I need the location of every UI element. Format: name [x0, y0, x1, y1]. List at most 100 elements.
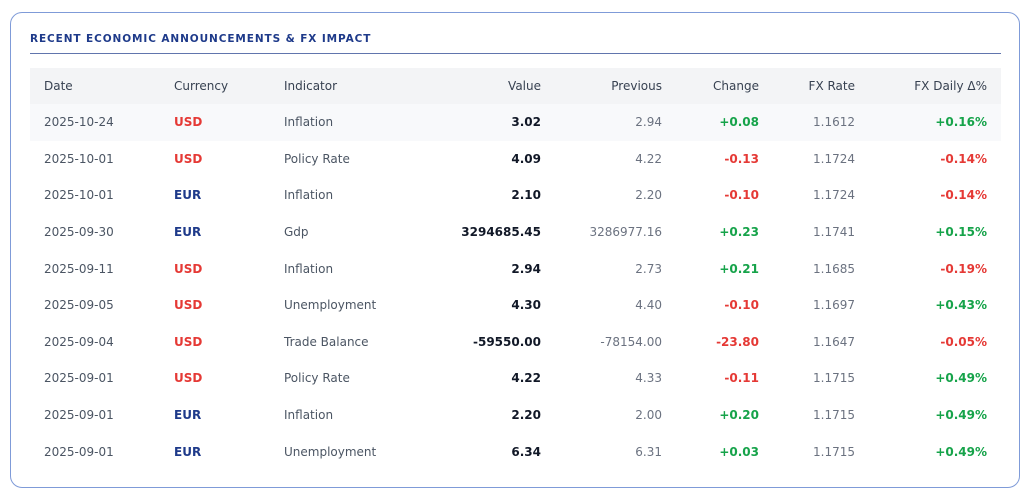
table-cell: Inflation: [284, 408, 334, 423]
table-cell: 1.1697: [813, 298, 855, 313]
table-cell: Gdp: [284, 225, 309, 240]
table-cell: 2025-09-04: [44, 334, 114, 349]
table-cell: EUR: [174, 408, 202, 423]
table-cell: 1.1612: [773, 104, 869, 141]
table-cell: +0.20: [719, 408, 759, 423]
table-cell: 2025-09-11: [44, 261, 114, 276]
table-cell: 1.1715: [813, 444, 855, 459]
table-cell: 4.09: [511, 151, 541, 166]
table-cell: 1.1741: [813, 225, 855, 240]
table-cell: 2025-09-05: [44, 298, 114, 313]
table-cell: EUR: [174, 444, 202, 459]
table-cell: 2.94: [511, 261, 541, 276]
table-cell: 1.1715: [813, 371, 855, 386]
table-cell: 6.34: [511, 444, 541, 459]
table-cell: Policy Rate: [284, 151, 350, 166]
announcements-table: Date Currency Indicator Value Previous Change…: [30, 68, 1001, 470]
table-cell: -0.13: [724, 151, 759, 166]
table-cell: 2025-09-01: [44, 371, 114, 386]
table-cell: Inflation: [284, 261, 334, 276]
title-rule: [30, 53, 1001, 54]
table-cell: 2025-10-24: [30, 104, 160, 141]
table-cell: +0.03: [719, 444, 759, 459]
table-cell: Policy Rate: [284, 371, 350, 386]
table-cell: 2.10: [511, 188, 541, 203]
table-row: 2025-09-30 EUR Gdp 3294685.45 3286977.16 +0.2…: [30, 214, 1001, 251]
column-header: Indicator: [270, 68, 400, 104]
panel-title: RECENT ECONOMIC ANNOUNCEMENTS & FX IMPAC…: [30, 33, 372, 45]
header-row: Date Currency Indicator Value Previous Change…: [30, 68, 1001, 104]
table-cell: -0.14%: [940, 151, 987, 166]
table-cell: 2.73: [635, 261, 662, 276]
table-cell: -0.14%: [940, 188, 987, 203]
table-cell: EUR: [174, 225, 202, 240]
table-cell: Inflation: [284, 188, 334, 203]
table-cell: -59550.00: [473, 334, 541, 349]
table-cell: 2025-10-01: [44, 151, 114, 166]
table-cell: 1.1724: [813, 151, 855, 166]
table-row: 2025-09-01 EUR Inflation 2.20 2.00 +0.20 1.171…: [30, 397, 1001, 434]
table-cell: 4.30: [511, 298, 541, 313]
table-cell: 4.22: [511, 371, 541, 386]
table-cell: 3294685.45: [461, 225, 541, 240]
table-row: 2025-10-01 USD Policy Rate 4.09 4.22 -0.13 1.1…: [30, 141, 1001, 178]
table-cell: USD: [160, 104, 270, 141]
table-cell: 4.33: [635, 371, 662, 386]
table-cell: Trade Balance: [284, 334, 369, 349]
table-cell: +0.49%: [935, 444, 987, 459]
table-cell: +0.21: [719, 261, 759, 276]
table-cell: USD: [174, 298, 203, 313]
table-cell: 3.02: [400, 104, 555, 141]
table-cell: 3286977.16: [589, 225, 662, 240]
table-cell: +0.49%: [935, 371, 987, 386]
table-row: 2025-09-04 USD Trade Balance -59550.00 -7815…: [30, 324, 1001, 361]
table-cell: +0.43%: [935, 298, 987, 313]
table-cell: USD: [174, 371, 203, 386]
table-cell: 1.1685: [813, 261, 855, 276]
table-cell: -23.80: [716, 334, 759, 349]
column-header: FX Daily Δ%: [869, 68, 1001, 104]
table-row: 2025-09-01 EUR Unemployment 6.34 6.31 +0.03 1.…: [30, 433, 1001, 470]
table-cell: EUR: [174, 188, 202, 203]
table-row: 2025-10-24 USD Inflation 3.02 2.94 +0.08 1.161…: [30, 104, 1001, 141]
table-cell: Unemployment: [284, 298, 377, 313]
table-cell: -78154.00: [600, 334, 662, 349]
table-cell: -0.11: [724, 371, 759, 386]
table-cell: 4.40: [635, 298, 662, 313]
table-cell: 2025-10-01: [44, 188, 114, 203]
column-header: Date: [30, 68, 160, 104]
table-cell: USD: [174, 151, 203, 166]
table-cell: USD: [174, 261, 203, 276]
table-cell: -0.19%: [940, 261, 987, 276]
table-cell: 2.94: [555, 104, 676, 141]
table-cell: Unemployment: [284, 444, 377, 459]
table-row: 2025-09-05 USD Unemployment 4.30 4.40 -0.10 1.…: [30, 287, 1001, 324]
table-cell: +0.16%: [869, 104, 1001, 141]
table-cell: +0.23: [719, 225, 759, 240]
table-cell: 2.20: [511, 408, 541, 423]
table-cell: +0.08: [676, 104, 773, 141]
column-header: Value: [400, 68, 555, 104]
table-cell: 4.22: [635, 151, 662, 166]
table-cell: USD: [174, 334, 203, 349]
table-cell: 1.1647: [813, 334, 855, 349]
card: [10, 12, 1020, 488]
table-cell: 2025-09-01: [44, 444, 114, 459]
table-cell: 6.31: [635, 444, 662, 459]
column-header: FX Rate: [773, 68, 869, 104]
column-header: Previous: [555, 68, 676, 104]
table-cell: Inflation: [270, 104, 400, 141]
table-cell: 2.20: [635, 188, 662, 203]
table-cell: -0.05%: [940, 334, 987, 349]
table-cell: 1.1724: [813, 188, 855, 203]
table-cell: 2025-09-01: [44, 408, 114, 423]
table-row: 2025-10-01 EUR Inflation 2.10 2.20 -0.10 1.172…: [30, 177, 1001, 214]
table-row: 2025-09-01 USD Policy Rate 4.22 4.33 -0.11 1.1…: [30, 360, 1001, 397]
table-cell: 1.1715: [813, 408, 855, 423]
column-header: Currency: [160, 68, 270, 104]
table-body: 2025-10-24 USD Inflation 3.02 2.94 +0.08 1.161…: [30, 104, 1001, 470]
table-cell: -0.10: [724, 298, 759, 313]
table-cell: +0.49%: [935, 408, 987, 423]
table-cell: -0.10: [724, 188, 759, 203]
